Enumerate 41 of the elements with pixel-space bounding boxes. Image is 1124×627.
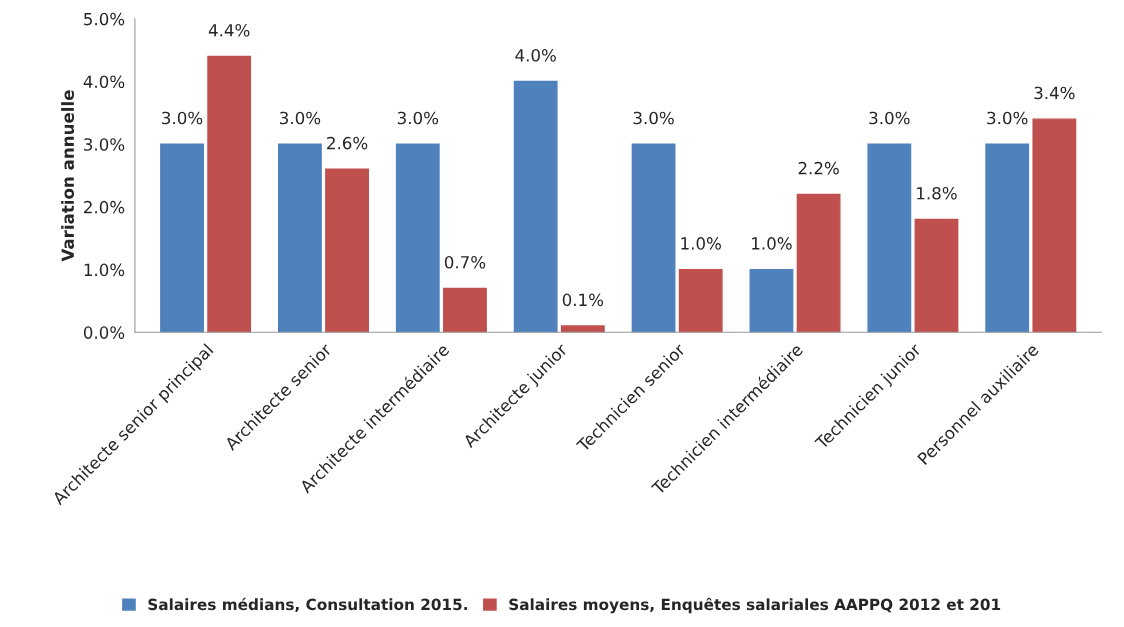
legend-label: Salaires moyens, Enquêtes salariales AAPPQ 2012 et 201	[509, 597, 1001, 614]
data-label: 1.0%	[752, 237, 792, 250]
y-tick-label: 0.0%	[83, 326, 125, 339]
data-label: 3.0%	[397, 111, 439, 125]
bar	[278, 143, 322, 333]
bar	[160, 143, 204, 333]
bar	[796, 193, 841, 333]
bar	[914, 218, 959, 333]
legend-label: Salaires médians, Consultation 2015.	[148, 597, 467, 613]
bar	[207, 55, 252, 333]
bar	[678, 268, 723, 333]
data-label: 3.0%	[869, 111, 910, 125]
bar	[749, 268, 794, 333]
data-label: 1.0%	[681, 237, 721, 250]
data-label: 1.8%	[917, 186, 957, 200]
bar	[1032, 118, 1077, 333]
data-label: 2.2%	[798, 161, 839, 175]
data-label: 2.6%	[327, 136, 368, 150]
data-label: 3.4%	[1034, 86, 1075, 100]
y-tick-label: 5.0%	[84, 12, 125, 26]
bar	[443, 287, 487, 333]
bar	[395, 143, 440, 333]
data-label: 0.7%	[444, 255, 486, 269]
y-axis-title: Variation annuelle	[61, 90, 75, 262]
y-tick-label: 1.0%	[84, 263, 125, 277]
data-label: 3.0%	[280, 111, 321, 125]
data-label: 4.4%	[208, 23, 250, 37]
bar	[325, 168, 369, 333]
y-tick-label: 4.0%	[83, 75, 125, 89]
data-label: 3.0%	[987, 111, 1028, 125]
data-label: 4.0%	[515, 49, 556, 62]
y-tick-label: 3.0%	[84, 138, 125, 151]
bar	[867, 143, 912, 333]
bar	[985, 143, 1030, 333]
data-label: 3.0%	[162, 111, 203, 125]
y-tick-label: 2.0%	[84, 200, 125, 214]
bar	[631, 143, 676, 333]
data-label: 0.1%	[562, 293, 604, 307]
data-label: 3.0%	[633, 111, 674, 125]
bar	[560, 325, 605, 333]
bar	[513, 80, 558, 333]
